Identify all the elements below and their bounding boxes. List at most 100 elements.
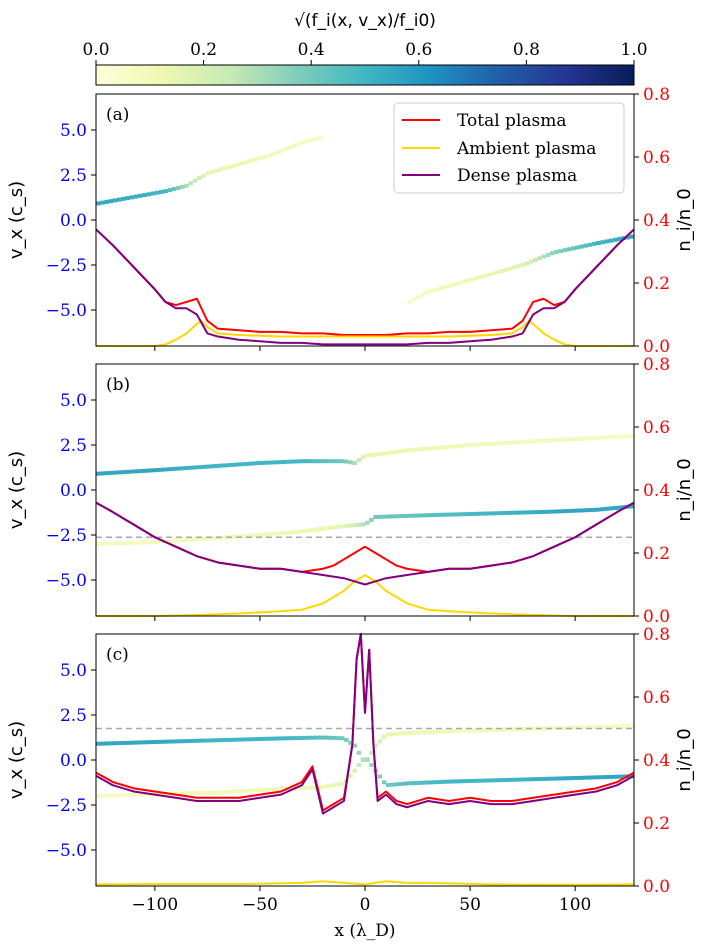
phase-space-cell [591, 435, 597, 440]
phase-space-cell [196, 465, 202, 470]
phase-space-cell [533, 510, 538, 515]
phase-space-cell [121, 196, 126, 201]
phase-space-cell [449, 779, 454, 784]
phase-space-cell [512, 777, 517, 782]
phase-space-cell [457, 779, 463, 784]
phase-space-cell [331, 735, 336, 740]
phase-space-cell [444, 444, 450, 449]
phase-space-cell [579, 436, 584, 441]
phase-space-cell [566, 776, 572, 781]
phase-space-cell [549, 251, 555, 256]
right-ticks-c: 0.0 0.2 0.4 0.6 0.8 [634, 625, 670, 897]
phase-space-cell [377, 739, 383, 744]
phase-space-cell [163, 467, 168, 472]
phase-space-cell [558, 437, 563, 442]
phase-space-cell [348, 523, 353, 528]
phase-space-cell [251, 788, 257, 793]
phase-space-cell [596, 724, 601, 729]
phase-space-cell [625, 235, 631, 240]
phase-space-cell [453, 512, 458, 517]
phase-space-cell [478, 275, 484, 279]
phase-space-cell [104, 793, 110, 798]
phase-space-cell [625, 723, 631, 728]
phase-space-cell [520, 727, 526, 732]
phase-space-cell [96, 201, 101, 206]
phase-space-cell [617, 505, 622, 510]
phase-space-cell [402, 513, 408, 518]
phase-space-cell [558, 249, 563, 254]
phase-space-cell [474, 778, 479, 783]
phase-space-cell [171, 466, 177, 471]
phase-space-cell [386, 732, 391, 737]
phase-space-cell [222, 738, 227, 743]
legend-box [393, 102, 625, 194]
phase-space-cell [583, 508, 589, 513]
phase-space-cell [272, 787, 278, 792]
legend-label-ambient: Ambient plasma [456, 139, 596, 159]
phase-space-cell [171, 187, 177, 192]
phase-space-cell [545, 438, 551, 443]
phase-space-cell [209, 536, 215, 541]
phase-space-cell [264, 532, 269, 537]
phase-space-cell [541, 509, 547, 514]
right-tick-label: 0.0 [643, 877, 670, 897]
phase-space-cell [327, 459, 332, 464]
phase-space-cell [520, 440, 526, 444]
phase-space-cell [146, 468, 152, 473]
phase-space-cell [201, 173, 206, 178]
phase-space-cell [159, 539, 164, 544]
phase-space-cell [415, 730, 421, 735]
phase-space-cell [503, 777, 509, 782]
phase-space-cell [461, 443, 467, 448]
phase-space-cell [230, 789, 236, 794]
phase-space-cell [276, 531, 282, 536]
phase-space-cell [301, 459, 307, 464]
phase-space-cell [491, 271, 496, 276]
phase-space-cell [297, 529, 303, 534]
phase-space-cell [520, 510, 526, 515]
colorbar-bar [95, 64, 635, 86]
phase-space-cell [386, 514, 391, 519]
phase-space-cell [428, 780, 433, 785]
phase-space-cell [419, 293, 425, 298]
phase-space-cell [184, 183, 189, 188]
phase-space-cell [604, 506, 610, 511]
phase-space-cell [142, 792, 147, 797]
phase-space-cell [600, 240, 605, 245]
phase-space-cell [335, 736, 341, 741]
phase-space-cell [537, 777, 542, 782]
phase-space-cell [159, 739, 164, 744]
phase-space-cell [587, 775, 593, 780]
phase-space-cell [264, 154, 269, 159]
phase-space-cell [608, 774, 614, 779]
colorbar-tick-label: 1.0 [620, 40, 647, 60]
phase-space-cell [138, 469, 143, 474]
phase-space-cell [629, 234, 635, 239]
phase-space-cell [117, 741, 122, 746]
phase-space-cell [289, 786, 294, 791]
phase-space-cell [297, 459, 303, 464]
phase-space-cell [96, 541, 101, 546]
phase-space-cell [436, 445, 442, 450]
phase-space-cell [243, 534, 248, 539]
phase-space-cell [457, 728, 463, 733]
x-axis-label: x (λ_D) [334, 921, 395, 941]
x-ticks-a [154, 346, 576, 351]
phase-space-cell [104, 471, 110, 476]
phase-space-cell [407, 730, 412, 735]
phase-space-cell [247, 788, 252, 793]
phase-space-cell [234, 737, 240, 742]
phase-space-cell [377, 451, 383, 456]
right-ticks-b: 0.0 0.2 0.4 0.6 0.8 [634, 355, 670, 627]
phase-space-cell [133, 469, 139, 474]
phase-space-cell [318, 785, 324, 790]
phase-space-cell [306, 459, 311, 464]
phase-space-cell [415, 295, 421, 300]
phase-space-cell [301, 735, 307, 740]
x-ticks-c: −100 −50 0 50 100 [131, 886, 591, 915]
phase-space-cell [339, 524, 345, 529]
phase-space-cell [146, 192, 152, 197]
phase-space-cell [545, 252, 551, 257]
phase-space-cell [255, 156, 261, 161]
phase-space-cell [444, 779, 450, 784]
